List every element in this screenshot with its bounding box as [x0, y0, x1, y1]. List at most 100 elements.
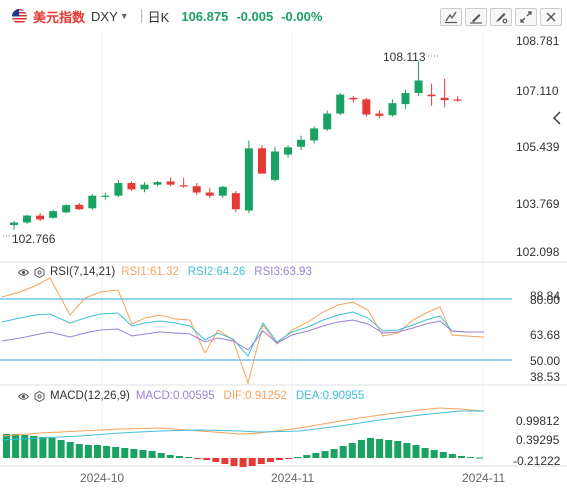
macd-bar — [66, 442, 74, 458]
draw-button[interactable] — [465, 8, 487, 26]
macd-tick: 0.39295 — [516, 433, 560, 447]
price-tick: 108.781 — [516, 34, 560, 48]
rsi-tick: 80.00 — [530, 293, 560, 307]
candle-body[interactable] — [440, 97, 449, 101]
macd-bar — [439, 452, 447, 458]
macd-title[interactable]: MACD(12,26,9) — [50, 390, 130, 402]
macd-bar — [203, 458, 211, 460]
macd-legend: MACD(12,26,9) MACD:0.00595 DIF:0.91252 D… — [18, 388, 373, 404]
macd-bar — [403, 443, 411, 458]
candle-body[interactable] — [271, 151, 279, 180]
macd-bar — [476, 457, 484, 459]
macd-bar — [48, 438, 56, 458]
draw-icon — [470, 14, 482, 24]
candle-body[interactable] — [205, 192, 214, 196]
candle-body[interactable] — [218, 186, 227, 196]
macd-bar — [221, 458, 229, 464]
settings-button[interactable] — [490, 8, 512, 26]
candle-body[interactable] — [375, 113, 384, 116]
candle-body[interactable] — [101, 195, 110, 197]
macd-bar — [21, 435, 29, 458]
macd-bar — [121, 448, 129, 458]
candle-body[interactable] — [179, 185, 188, 187]
rsi-title[interactable]: RSI(7,14,21) — [50, 266, 116, 278]
candle-body[interactable] — [349, 97, 358, 100]
date-tick: 2024-11 — [271, 471, 314, 485]
candle-body[interactable] — [427, 94, 436, 97]
macd-bar — [139, 450, 147, 458]
candle-body[interactable] — [284, 147, 293, 155]
price-change-percent: -0.00% — [281, 8, 323, 24]
dea-value: DEA:0.90955 — [295, 390, 365, 402]
candle-body[interactable] — [388, 103, 397, 116]
indicator-edit-icon — [445, 11, 457, 24]
eye-icon[interactable] — [18, 391, 29, 402]
macd-bar — [467, 457, 475, 458]
candle-body[interactable] — [88, 195, 97, 209]
macd-bar — [357, 440, 365, 458]
candle-body[interactable] — [244, 148, 253, 211]
macd-tick: -0.21222 — [513, 454, 561, 468]
macd-bar — [103, 446, 111, 458]
indicator-edit-button[interactable] — [440, 8, 462, 26]
macd-bar — [157, 453, 165, 458]
macd-bar — [248, 458, 256, 466]
candle-body[interactable] — [127, 183, 136, 190]
macd-bar — [312, 453, 320, 458]
candle-body[interactable] — [310, 128, 319, 141]
price-axis: 108.781 107.110 105.439 103.769 102.098 — [516, 34, 560, 259]
macd-bar — [330, 449, 338, 458]
candle-body[interactable] — [36, 215, 45, 220]
high-annotation: 108.113 — [383, 50, 438, 64]
macd-bar — [339, 446, 347, 458]
rsi-tick: 50.00 — [530, 354, 560, 368]
candle-body[interactable] — [414, 80, 423, 94]
macd-bar — [448, 454, 456, 458]
candle-body[interactable] — [114, 183, 123, 196]
candle-body[interactable] — [153, 182, 162, 185]
macd-tick: 0.99812 — [516, 414, 560, 428]
symbol-code[interactable]: DXY — [91, 8, 118, 24]
macd-bar — [303, 455, 311, 458]
candle-body[interactable] — [10, 222, 18, 226]
symbol-name[interactable]: 美元指数 — [33, 9, 86, 25]
candle-body[interactable] — [453, 99, 462, 101]
price-tick: 107.110 — [516, 84, 559, 98]
candle-body[interactable] — [140, 184, 149, 190]
candle-body[interactable] — [231, 193, 240, 210]
price-tick: 105.439 — [516, 140, 560, 154]
candle-body[interactable] — [297, 139, 306, 147]
rsi-tick: 38.53 — [530, 370, 560, 384]
vertical-grid — [101, 32, 484, 466]
macd-bar — [194, 458, 202, 459]
candle-body[interactable] — [166, 181, 175, 185]
eye-icon[interactable] — [18, 267, 29, 278]
period-selector[interactable]: 日K — [147, 9, 170, 25]
candle-body[interactable] — [401, 93, 410, 105]
fullscreen-button[interactable] — [515, 8, 537, 26]
chevron-left-icon[interactable] — [553, 111, 561, 125]
macd-bar — [376, 439, 384, 458]
candle-body[interactable] — [75, 204, 84, 210]
symbol-dropdown-icon[interactable]: ▼ — [119, 11, 129, 21]
candlestick-series — [10, 61, 462, 230]
gear-icon[interactable] — [34, 266, 45, 278]
candle-body[interactable] — [323, 113, 332, 130]
candle-body[interactable] — [23, 215, 32, 223]
close-button[interactable] — [540, 8, 562, 26]
macd-bar — [112, 447, 120, 458]
chart-header: 美元指数 DXY ▼ 日K 106.875 -0.005 -0.00% — [0, 0, 567, 32]
gear-icon[interactable] — [34, 390, 45, 402]
candle-body[interactable] — [257, 148, 266, 174]
macd-bar — [458, 456, 465, 458]
candle-body[interactable] — [192, 186, 201, 193]
candle-body[interactable] — [362, 99, 371, 115]
candle-body[interactable] — [62, 205, 71, 213]
candle-body[interactable] — [49, 211, 58, 218]
candle-body[interactable] — [336, 94, 345, 114]
rsi1-line — [1, 277, 485, 385]
macd-bar — [148, 451, 156, 458]
macd-bar — [185, 457, 192, 458]
